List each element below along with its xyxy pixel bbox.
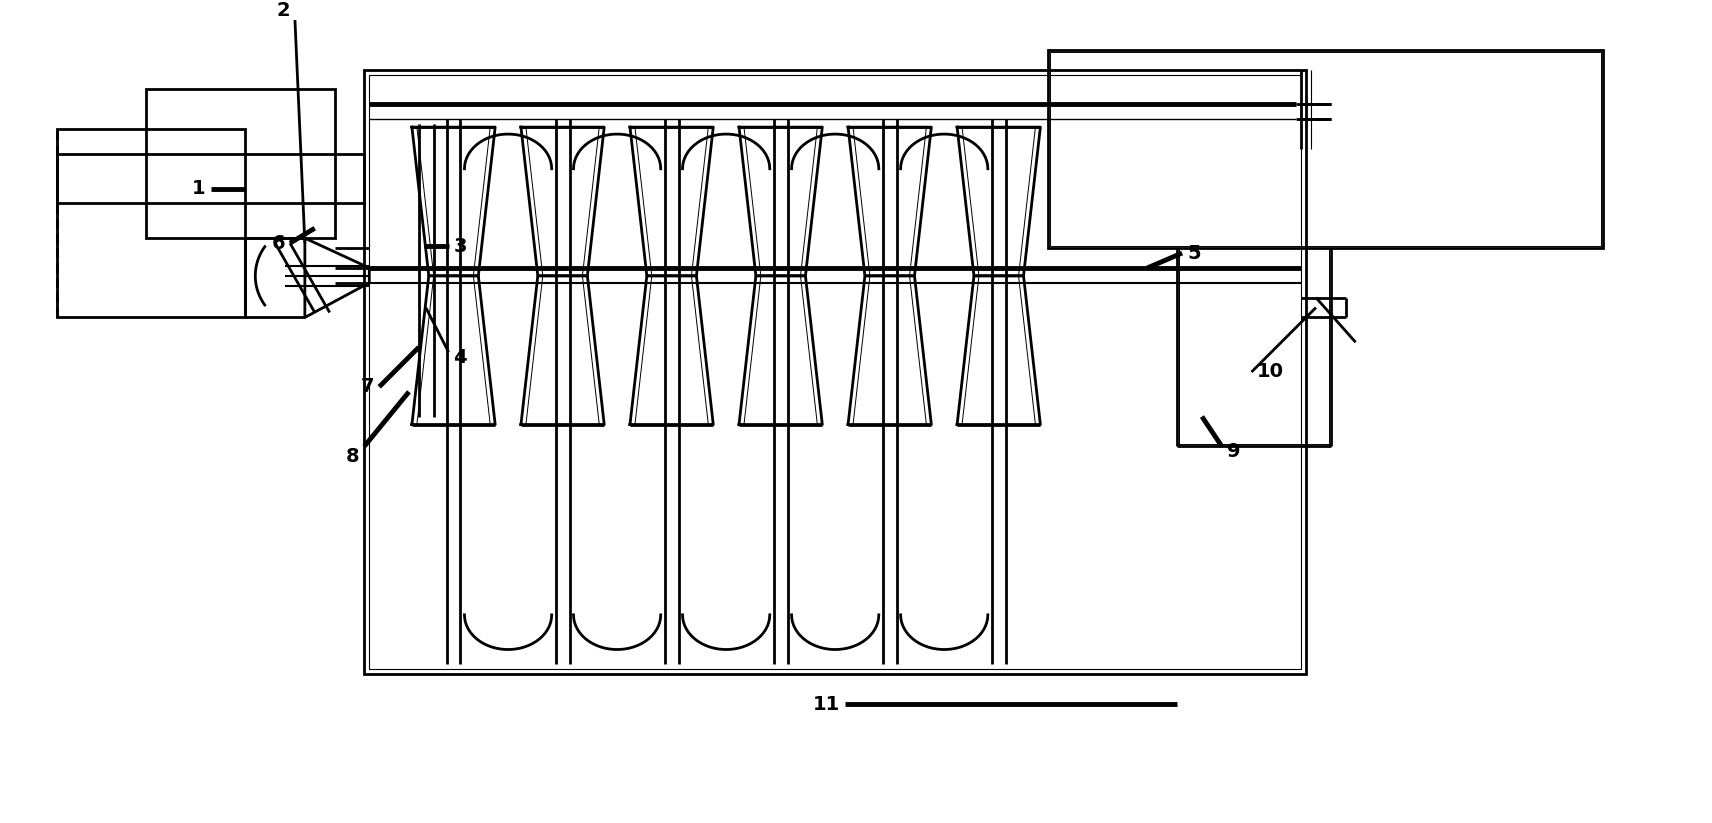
Bar — [1049, 52, 1601, 246]
Text: 8: 8 — [346, 447, 360, 466]
Text: 9: 9 — [1228, 442, 1239, 461]
Text: 5: 5 — [1186, 244, 1200, 263]
Text: 4: 4 — [454, 347, 467, 366]
Text: 1: 1 — [192, 179, 205, 198]
Bar — [1048, 50, 1604, 248]
Bar — [56, 154, 365, 203]
Text: 10: 10 — [1257, 362, 1284, 382]
Bar — [365, 70, 1306, 674]
Text: 6: 6 — [272, 234, 284, 253]
Bar — [370, 75, 1301, 669]
Bar — [146, 90, 334, 238]
Text: 7: 7 — [361, 377, 375, 397]
Text: 2: 2 — [276, 1, 289, 20]
Text: 3: 3 — [454, 236, 467, 256]
Text: 11: 11 — [813, 695, 841, 714]
Bar — [56, 129, 245, 318]
